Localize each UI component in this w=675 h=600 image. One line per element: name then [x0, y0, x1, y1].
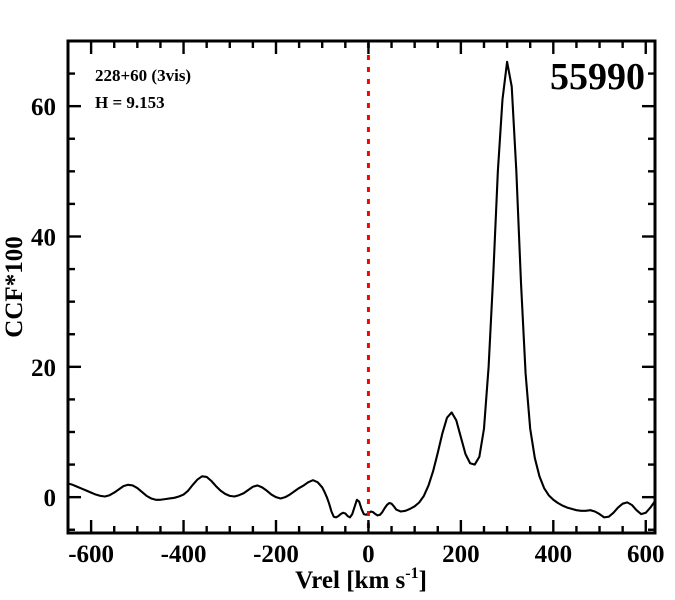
x-tick-label: -600 — [68, 541, 114, 568]
epoch-id-label: 55990 — [550, 56, 645, 98]
ccf-line — [68, 60, 655, 519]
x-tick-labels: -600 -400 -200 0 200 400 600 — [68, 541, 664, 568]
x-tick-label: -200 — [253, 541, 299, 568]
target-name-label: 228+60 (3vis) — [95, 66, 191, 85]
x-tick-label: 600 — [627, 541, 665, 568]
x-tick-label: 400 — [535, 541, 573, 568]
ccf-curve-group — [68, 60, 655, 519]
y-tick-label: 60 — [31, 94, 56, 121]
x-tick-label: 0 — [362, 541, 375, 568]
y-tick-label: 0 — [44, 485, 57, 512]
x-tick-label: -400 — [161, 541, 207, 568]
x-axis-title: Vrel [km s-1] — [295, 565, 427, 594]
axes-frame — [66, 39, 657, 535]
y-tick-labels: 0 20 40 60 — [31, 94, 56, 512]
y-axis-title: CCF*100 — [1, 236, 28, 337]
magnitude-label: H = 9.153 — [95, 93, 165, 112]
x-tick-label: 200 — [442, 541, 480, 568]
y-tick-label: 20 — [31, 355, 56, 382]
plot-frame — [66, 39, 657, 535]
y-tick-label: 40 — [31, 224, 56, 251]
